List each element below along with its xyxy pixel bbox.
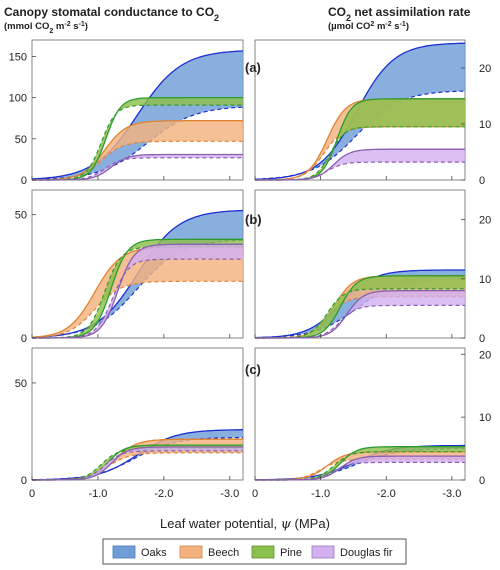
left-title: Canopy stomatal conductance to CO2 (4, 5, 219, 23)
panel-c-left: 0 50 0 -1.0 -2.0 -3.0 (15, 347, 244, 500)
line-lower-douglas-fir-b-left (32, 258, 243, 339)
y-tick-label-c-right-2: 20 (479, 349, 491, 361)
plot-frame-b-right (254, 189, 466, 339)
panel-b-right: 0 10 20 (254, 189, 491, 345)
legend-swatch-oaks (112, 545, 136, 559)
y-tick-label-b-right-1: 10 (479, 274, 491, 286)
band-pine-a-right (255, 98, 465, 180)
line-upper-douglas-fir-a-right (255, 148, 465, 181)
line-lower-oaks-b-left (31, 239, 244, 338)
line-upper-oaks-a-left (31, 50, 244, 180)
left-units: (mmol CO2 m-2 s-1) (4, 21, 88, 35)
y-tick-label-b-left-0: 0 (21, 333, 27, 345)
x-tick-label-right-0: 0 (252, 488, 258, 500)
line-lower-douglas-fir-a-right (255, 161, 465, 181)
y-tick-label-b-right-0: 0 (479, 333, 485, 345)
x-tick-label-left-2: -2.0 (154, 488, 173, 500)
band-douglas-fir-b-right (255, 290, 465, 338)
line-lower-oaks-a-right (254, 90, 466, 180)
line-lower-douglas-fir-c-right (255, 461, 465, 481)
band-douglas-fir-b-left (32, 244, 243, 338)
band-douglas-fir-c-right (255, 456, 465, 480)
y-tick-label-a-left-3: 150 (9, 51, 27, 63)
y-tick-label-c-right-1: 10 (479, 412, 491, 424)
y-tick-label-a-right-0: 0 (479, 175, 485, 187)
y-tick-label-b-right-2: 20 (479, 215, 491, 227)
y-tick-label-a-left-1: 50 (15, 134, 27, 146)
y-tick-label-c-right-0: 0 (479, 475, 485, 487)
y-tick-label-b-left-1: 50 (15, 210, 27, 222)
x-tick-label-left-0: 0 (29, 488, 35, 500)
legend-swatch-douglas-fir (311, 545, 335, 559)
x-tick-label-right-1: -1.0 (311, 488, 330, 500)
right-title: CO2 net assimilation rate (328, 5, 471, 23)
x-axis-label: Leaf water potential, ψ (MPa) (160, 516, 330, 532)
right-units: (µmol CO2 m-2 s-1) (328, 21, 409, 33)
legend-label-pine: Pine (280, 547, 302, 559)
y-tick-label-a-left-0: 0 (21, 175, 27, 187)
y-tick-label-a-left-2: 100 (9, 93, 27, 105)
line-lower-douglas-fir-b-right (255, 304, 465, 339)
line-lower-beech-b-left (31, 280, 243, 339)
band-pine-b-right (255, 275, 465, 338)
panel-c-right: 0 10 20 0 -1.0 -2.0 -3.0 (252, 347, 491, 500)
y-tick-label-c-left-0: 0 (21, 475, 27, 487)
band-beech-a-left (32, 120, 243, 180)
y-tick-label-a-right-2: 20 (479, 63, 491, 75)
panel-b-left: 0 50 (15, 189, 244, 345)
x-tick-label-right-3: -3.0 (442, 488, 461, 500)
legend-swatch-pine (251, 545, 275, 559)
x-tick-label-left-3: -3.0 (220, 488, 239, 500)
legend-swatch-beech (179, 545, 203, 559)
panel-label-b: (b) (245, 212, 262, 227)
panel-a-right: 0 10 20 (254, 39, 491, 187)
line-lower-douglas-fir-a-left (32, 157, 243, 181)
y-tick-label-a-right-1: 10 (479, 119, 491, 131)
legend-label-oaks: Oaks (141, 547, 167, 559)
line-lower-oaks-c-left (32, 436, 243, 481)
band-pine-c-right (255, 446, 465, 480)
legend: Oaks Beech Pine Douglas fir (102, 538, 407, 565)
line-lower-douglas-fir-c-left (32, 450, 243, 481)
panel-label-c: (c) (245, 362, 261, 377)
panel-a-left: 0 50 100 150 (9, 39, 244, 187)
band-oaks-c-left (32, 429, 243, 480)
line-lower-beech-a-right (255, 126, 465, 181)
plot-frame-c-left (31, 347, 244, 481)
band-beech-b-left (32, 246, 243, 338)
y-tick-label-c-left-1: 50 (15, 378, 27, 390)
legend-label-beech: Beech (208, 547, 239, 559)
x-tick-label-right-2: -2.0 (377, 488, 396, 500)
line-lower-beech-a-left (32, 140, 243, 181)
band-douglas-fir-a-right (255, 149, 465, 180)
panel-label-a: (a) (245, 60, 261, 75)
band-douglas-fir-a-left (32, 154, 243, 180)
x-tick-label-left-1: -1.0 (88, 488, 107, 500)
legend-label-douglas-fir: Douglas fir (340, 547, 393, 559)
